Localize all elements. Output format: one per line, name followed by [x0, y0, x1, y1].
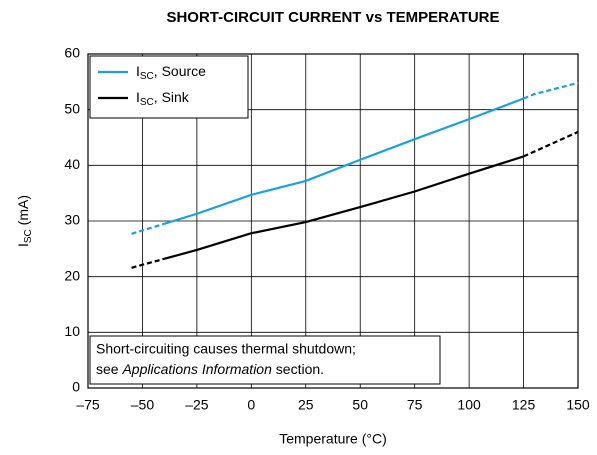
x-axis-label: Temperature (°C) [279, 431, 387, 447]
x-tick-label: –50 [131, 397, 155, 413]
annotation-part: see [96, 361, 122, 377]
y-axis-label: ISC (mA) [15, 195, 34, 247]
x-tick-label: 0 [247, 397, 255, 413]
series-line-dashed [131, 257, 165, 269]
annotation-part: section. [272, 361, 324, 377]
x-tick-label: 100 [457, 397, 481, 413]
legend-label-part: , Source [154, 63, 206, 79]
series-line-dashed [523, 81, 579, 100]
annotation-line: see Applications Information section. [96, 361, 324, 377]
x-tick-label: 25 [298, 397, 314, 413]
legend-label: ISC, Source [136, 63, 206, 82]
y-tick-label: 20 [64, 267, 80, 283]
legend-label-part: I [136, 63, 140, 79]
x-tick-label: –25 [185, 397, 209, 413]
x-tick-label: 75 [407, 397, 423, 413]
plot-frame [87, 53, 579, 389]
chart-title: SHORT-CIRCUIT CURRENT vs TEMPERATURE [166, 9, 499, 26]
legend-label-part: , Sink [154, 89, 190, 105]
legend-box [89, 55, 249, 119]
annotation-part: Applications Information [121, 361, 272, 377]
x-tick-label: 150 [566, 397, 590, 413]
x-tick-label: 50 [352, 397, 368, 413]
x-tick-label: –75 [76, 397, 100, 413]
annotation-line: Short-circuiting causes thermal shutdown… [96, 341, 356, 357]
series-line-dashed [131, 222, 165, 235]
y-tick-label: 30 [64, 212, 80, 228]
y-tick-label: 50 [64, 100, 80, 116]
y-tick-label: 60 [64, 45, 80, 61]
legend-label-sub: SC [140, 97, 154, 108]
series-line-dashed [523, 130, 579, 158]
annotation: Short-circuiting causes thermal shutdown… [89, 335, 441, 385]
series-line [163, 155, 524, 260]
y-tick-label: 0 [72, 379, 80, 395]
x-tick-label: 125 [512, 397, 536, 413]
y-tick-label: 10 [64, 323, 80, 339]
legend-label-part: I [136, 89, 140, 105]
legend-label-sub: SC [140, 71, 154, 82]
legend-label: ISC, Sink [136, 89, 190, 108]
y-tick-label: 40 [64, 156, 80, 172]
series-line [163, 97, 524, 225]
annotation-box [89, 335, 441, 385]
